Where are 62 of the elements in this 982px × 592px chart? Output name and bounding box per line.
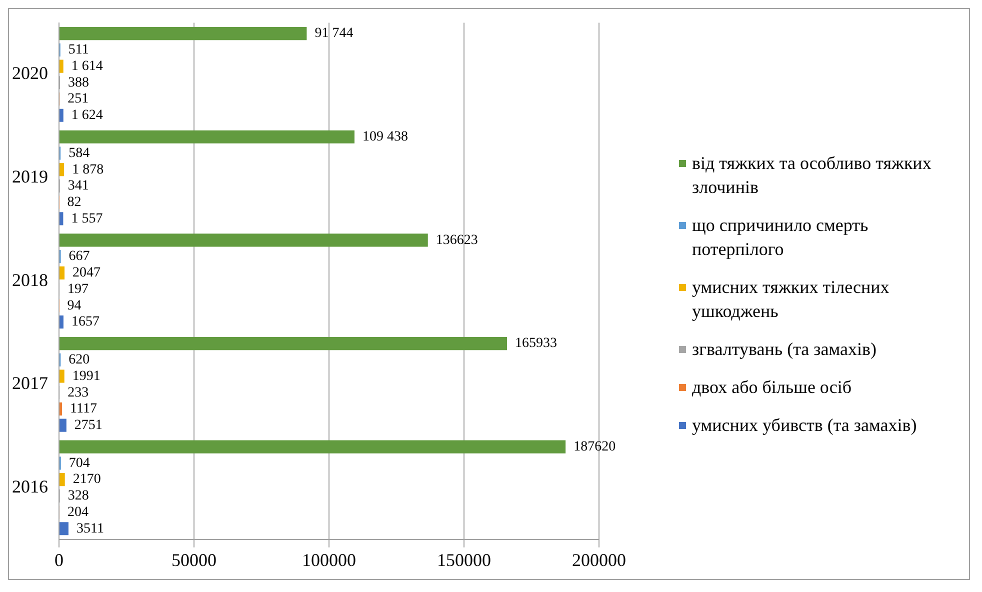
x-tick-label: 50000 — [172, 550, 216, 570]
bar — [60, 27, 307, 40]
data-label: 233 — [68, 385, 89, 400]
x-tick-label: 0 — [54, 550, 64, 570]
data-label: 204 — [68, 504, 89, 520]
bar — [60, 440, 566, 454]
bar — [60, 130, 354, 144]
data-label: 197 — [68, 282, 89, 297]
y-tick-label: 2020 — [12, 63, 48, 84]
bar — [60, 336, 508, 350]
bar — [60, 108, 64, 122]
bar — [60, 418, 66, 432]
data-label: 584 — [68, 146, 90, 161]
y-tick-label: 2017 — [12, 373, 48, 394]
data-label: 1117 — [70, 402, 97, 417]
legend-label: згвалтувань (та замахів) — [692, 338, 877, 361]
x-tick-label: 200000 — [572, 550, 626, 570]
data-label: 2047 — [72, 266, 101, 281]
y-tick-label: 2016 — [12, 476, 48, 496]
data-label: 1 624 — [71, 108, 103, 124]
data-label: 388 — [68, 75, 90, 90]
x-tick-label: 150000 — [437, 550, 491, 570]
data-label: 2170 — [72, 472, 101, 488]
bar — [60, 60, 64, 73]
data-label: 1991 — [72, 368, 100, 384]
data-label: 109 438 — [362, 130, 408, 145]
data-label: 1 614 — [71, 58, 103, 74]
bar — [60, 234, 428, 247]
y-tick-label: 2018 — [12, 270, 48, 290]
data-label: 328 — [68, 488, 89, 504]
data-label: 511 — [68, 42, 89, 58]
legend-label: двох або більше осіб — [692, 376, 852, 399]
bar — [60, 473, 65, 486]
data-label: 341 — [68, 178, 89, 194]
y-tick-label: 2019 — [12, 166, 48, 187]
bar — [60, 163, 64, 176]
bar — [60, 522, 68, 536]
legend-label: умисних убивств (та замахів) — [692, 414, 917, 437]
data-label: 94 — [67, 298, 82, 314]
legend-label: від тяжких та особливо тяжких злочинів — [692, 152, 932, 199]
data-label: 251 — [68, 92, 89, 107]
x-tick-label: 100000 — [302, 550, 356, 570]
data-label: 1 557 — [71, 211, 103, 226]
data-label: 3511 — [76, 521, 104, 536]
legend-label: умисних тяжких тілесних ушкоджень — [692, 276, 890, 323]
data-label: 187620 — [574, 440, 616, 455]
data-label: 136623 — [436, 232, 478, 248]
data-label: 2751 — [74, 418, 102, 433]
bar — [60, 266, 65, 280]
data-label: 1657 — [71, 314, 100, 330]
bar — [60, 370, 64, 383]
bar — [60, 212, 64, 226]
data-label: 704 — [68, 456, 90, 471]
data-label: 1 878 — [72, 162, 104, 178]
data-label: 620 — [68, 352, 90, 368]
bar — [60, 315, 64, 329]
bar — [60, 402, 62, 416]
data-label: 91 744 — [314, 26, 354, 42]
data-label: 165933 — [515, 336, 558, 352]
data-label: 82 — [67, 194, 82, 210]
legend-label: що спричинило смерть потерпілого — [692, 214, 870, 261]
data-label: 667 — [68, 249, 90, 264]
